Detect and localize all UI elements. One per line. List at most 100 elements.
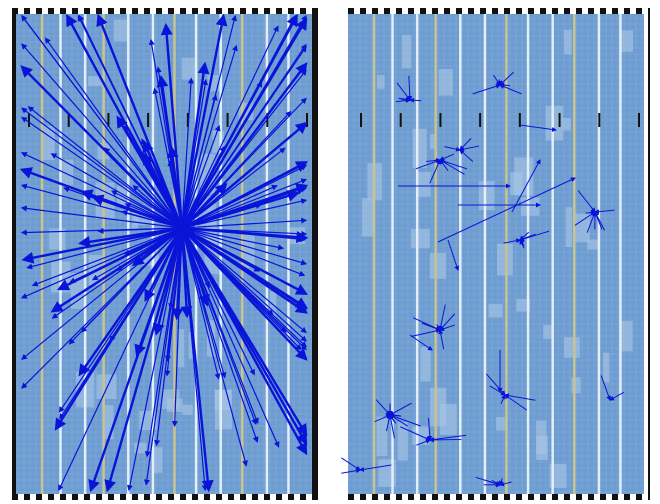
sparse-region	[418, 171, 431, 197]
net-arrow	[389, 402, 412, 416]
resource-column	[102, 14, 105, 494]
net-arrow	[181, 198, 308, 229]
sparse-region	[621, 30, 634, 52]
sparse-region	[412, 128, 427, 169]
sparse-region	[520, 197, 540, 216]
sparse-region	[439, 403, 457, 435]
sparse-region	[429, 133, 437, 149]
net-arrow	[180, 227, 308, 456]
sparse-region	[134, 442, 147, 454]
sparse-region	[563, 29, 572, 55]
net-arrow	[181, 227, 308, 266]
net-arrow	[21, 107, 183, 229]
net-arrow	[78, 227, 183, 377]
net-arrow	[181, 44, 238, 229]
net-arrow	[504, 393, 536, 401]
sparse-region	[496, 417, 505, 431]
net-arrow	[429, 159, 441, 184]
net-arrow	[181, 165, 308, 229]
net-arrow	[26, 227, 183, 270]
panel-fabric	[348, 14, 644, 494]
net-arrow	[181, 227, 227, 379]
net-arrow	[499, 481, 512, 487]
net-arrow	[181, 227, 285, 251]
net-arrow	[389, 414, 421, 427]
sparse-region	[188, 332, 195, 359]
net-arrow	[409, 97, 422, 103]
net-arrow	[160, 22, 184, 229]
sparse-region	[104, 405, 114, 440]
net-arrow	[181, 226, 309, 295]
net-arrow	[181, 217, 308, 229]
net-arrow	[181, 227, 307, 342]
net-arrow	[181, 227, 259, 443]
sparse-region	[536, 435, 548, 461]
resource-column	[434, 14, 437, 494]
resource-column	[151, 14, 155, 494]
net-arrow	[66, 13, 184, 229]
net-arrow	[181, 62, 308, 229]
net-arrow	[439, 158, 449, 164]
net-arrow	[519, 124, 557, 132]
sparse-region	[401, 34, 412, 69]
net-arrow	[447, 239, 460, 271]
sparse-region	[62, 159, 74, 185]
net-arrow	[181, 227, 208, 492]
net-arrow	[421, 322, 441, 331]
net-arrow	[181, 77, 194, 229]
net-arrow	[437, 177, 576, 243]
clock-mark	[518, 113, 521, 127]
net-arrow	[594, 211, 606, 231]
net-arrow	[400, 426, 431, 441]
net-arrow	[21, 227, 183, 389]
net-arrow	[58, 227, 183, 492]
net-arrow	[181, 227, 221, 380]
net-arrow	[27, 106, 183, 229]
net-arrow	[181, 69, 307, 229]
sparse-region	[410, 228, 430, 249]
net-arrow	[21, 15, 183, 229]
net-arrow	[104, 227, 184, 493]
resource-column	[573, 14, 576, 494]
net-arrow	[181, 124, 221, 229]
resource-column	[526, 14, 530, 494]
net-arrow	[181, 227, 306, 277]
net-arrow	[511, 159, 541, 213]
clock-mark	[479, 113, 482, 127]
net-arrow	[21, 226, 183, 264]
sparse-region	[620, 320, 633, 352]
sparse-region	[571, 377, 581, 394]
resource-column	[265, 14, 269, 494]
net-arrow	[181, 227, 259, 425]
net-arrow	[444, 146, 461, 152]
sparse-region	[564, 337, 580, 358]
net-arrow	[180, 13, 298, 229]
net-arrow	[116, 227, 183, 271]
resource-column	[391, 14, 394, 494]
sparse-region	[162, 389, 180, 409]
resource-column	[40, 14, 44, 494]
net-arrow	[154, 227, 183, 447]
net-arrow	[574, 211, 596, 226]
clock-mark	[28, 113, 30, 127]
sparse-region	[420, 346, 431, 382]
net-arrow	[20, 65, 183, 229]
net-arrow	[489, 385, 506, 396]
sparse-region	[182, 404, 193, 415]
net-arrow	[475, 476, 501, 487]
net-arrow	[155, 66, 183, 229]
net-arrow	[21, 116, 183, 229]
sparse-region	[181, 57, 198, 80]
net-arrow	[181, 227, 302, 351]
resource-column	[415, 14, 419, 494]
net-arrow	[180, 13, 228, 229]
net-arrow	[181, 94, 218, 229]
net-arrow	[110, 190, 183, 229]
clock-mark	[186, 113, 189, 127]
net-arrow	[609, 391, 625, 401]
sparse-region	[516, 298, 531, 312]
net-arrow	[181, 78, 209, 229]
sparse-region	[488, 303, 503, 318]
